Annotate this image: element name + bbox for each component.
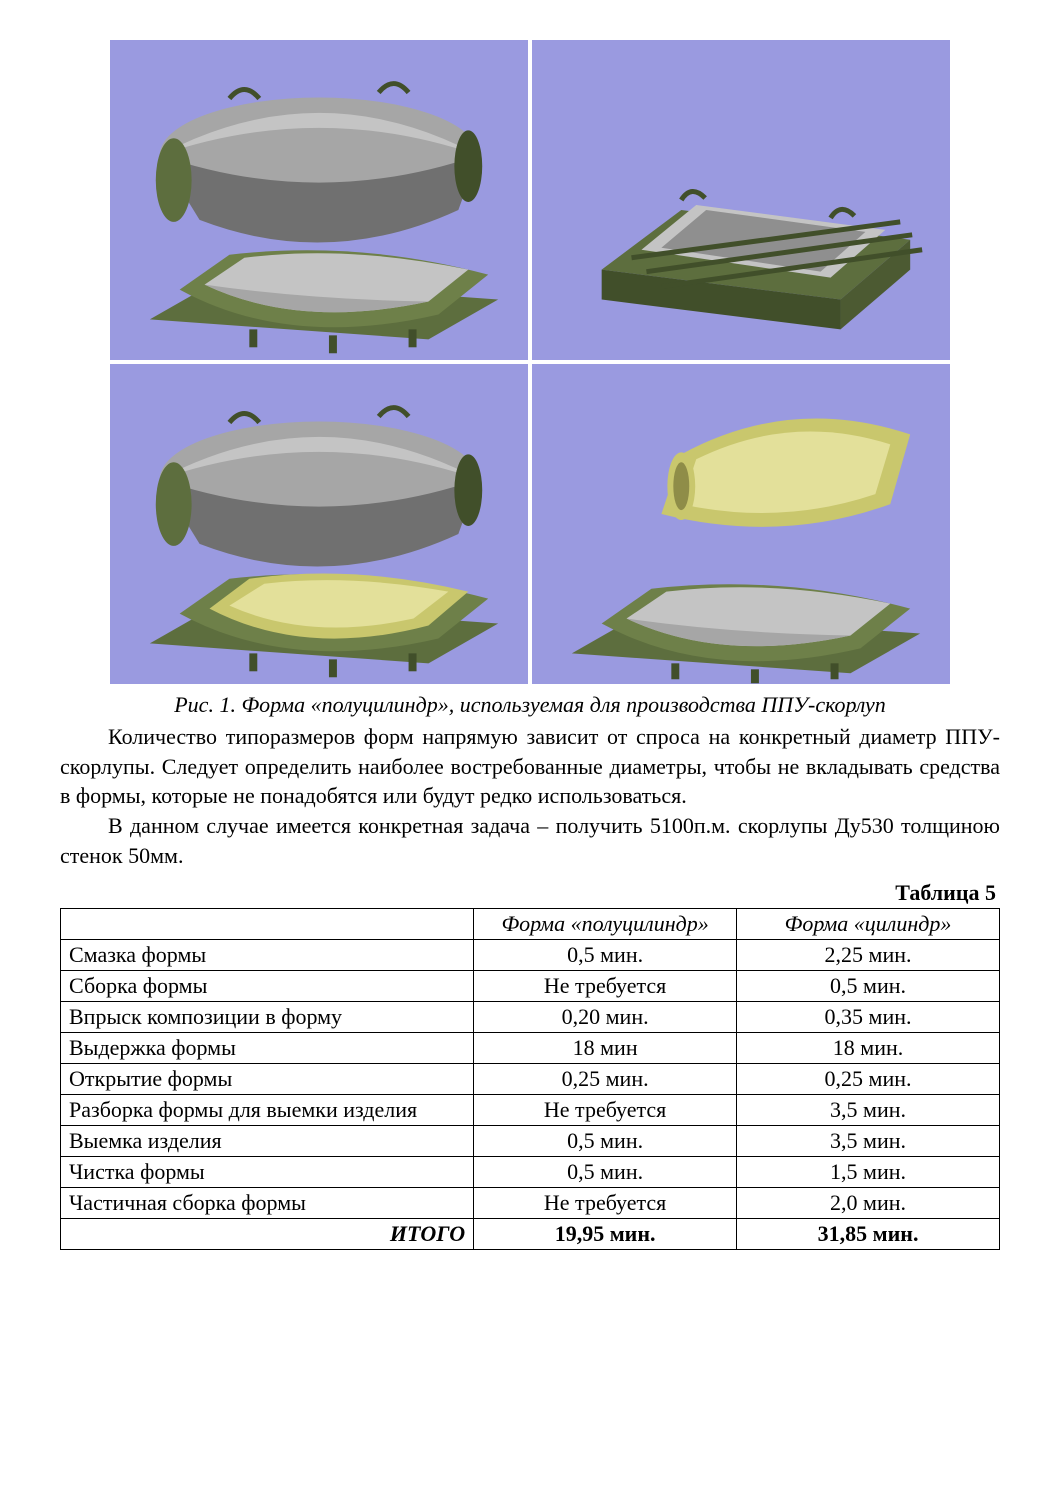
figure-caption: Рис. 1. Форма «полуцилиндр», используема… bbox=[60, 692, 1000, 718]
table-total-row: ИТОГО19,95 мин.31,85 мин. bbox=[61, 1219, 1000, 1250]
header-cylinder: Форма «цилиндр» bbox=[737, 909, 1000, 940]
cell-operation: Выдержка формы bbox=[61, 1033, 474, 1064]
cell-total-half: 19,95 мин. bbox=[474, 1219, 737, 1250]
cell-operation: Смазка формы bbox=[61, 940, 474, 971]
cell-full: 3,5 мин. bbox=[737, 1095, 1000, 1126]
table-row: Открытие формы0,25 мин.0,25 мин. bbox=[61, 1064, 1000, 1095]
cell-half: 0,5 мин. bbox=[474, 940, 737, 971]
comparison-table: Форма «полуцилиндр» Форма «цилиндр» Смаз… bbox=[60, 908, 1000, 1250]
table-row: Частичная сборка формыНе требуется2,0 ми… bbox=[61, 1188, 1000, 1219]
cell-half: 18 мин bbox=[474, 1033, 737, 1064]
cell-operation: Частичная сборка формы bbox=[61, 1188, 474, 1219]
cell-half: 0,5 мин. bbox=[474, 1126, 737, 1157]
cell-full: 3,5 мин. bbox=[737, 1126, 1000, 1157]
cell-full: 1,5 мин. bbox=[737, 1157, 1000, 1188]
figure-panel-3 bbox=[110, 364, 528, 684]
figure-panel-4 bbox=[532, 364, 950, 684]
table-row: Сборка формыНе требуется0,5 мин. bbox=[61, 971, 1000, 1002]
cell-operation: Сборка формы bbox=[61, 971, 474, 1002]
table-row: Разборка формы для выемки изделияНе треб… bbox=[61, 1095, 1000, 1126]
cell-half: 0,25 мин. bbox=[474, 1064, 737, 1095]
cell-full: 0,35 мин. bbox=[737, 1002, 1000, 1033]
cell-operation: Открытие формы bbox=[61, 1064, 474, 1095]
cell-operation: Разборка формы для выемки изделия bbox=[61, 1095, 474, 1126]
cell-operation: Чистка формы bbox=[61, 1157, 474, 1188]
cell-full: 2,25 мин. bbox=[737, 940, 1000, 971]
paragraph-1: Количество типоразмеров форм напрямую за… bbox=[60, 722, 1000, 811]
figure-grid bbox=[110, 40, 950, 684]
table-label: Таблица 5 bbox=[60, 880, 996, 906]
table-row: Выдержка формы18 мин18 мин. bbox=[61, 1033, 1000, 1064]
figure-panel-1 bbox=[110, 40, 528, 360]
cell-full: 0,25 мин. bbox=[737, 1064, 1000, 1095]
cell-operation: Выемка изделия bbox=[61, 1126, 474, 1157]
table-row: Выемка изделия0,5 мин.3,5 мин. bbox=[61, 1126, 1000, 1157]
cell-half: Не требуется bbox=[474, 1188, 737, 1219]
paragraph-2: В данном случае имеется конкретная задач… bbox=[60, 811, 1000, 870]
cell-total-label: ИТОГО bbox=[61, 1219, 474, 1250]
cell-total-full: 31,85 мин. bbox=[737, 1219, 1000, 1250]
figure-panel-2 bbox=[532, 40, 950, 360]
header-half-cylinder: Форма «полуцилиндр» bbox=[474, 909, 737, 940]
cell-full: 18 мин. bbox=[737, 1033, 1000, 1064]
cell-half: 0,5 мин. bbox=[474, 1157, 737, 1188]
cell-half: Не требуется bbox=[474, 971, 737, 1002]
cell-half: 0,20 мин. bbox=[474, 1002, 737, 1033]
cell-full: 0,5 мин. bbox=[737, 971, 1000, 1002]
header-empty bbox=[61, 909, 474, 940]
cell-half: Не требуется bbox=[474, 1095, 737, 1126]
table-header-row: Форма «полуцилиндр» Форма «цилиндр» bbox=[61, 909, 1000, 940]
table-row: Смазка формы0,5 мин.2,25 мин. bbox=[61, 940, 1000, 971]
cell-full: 2,0 мин. bbox=[737, 1188, 1000, 1219]
table-row: Впрыск композиции в форму0,20 мин.0,35 м… bbox=[61, 1002, 1000, 1033]
table-row: Чистка формы0,5 мин.1,5 мин. bbox=[61, 1157, 1000, 1188]
cell-operation: Впрыск композиции в форму bbox=[61, 1002, 474, 1033]
